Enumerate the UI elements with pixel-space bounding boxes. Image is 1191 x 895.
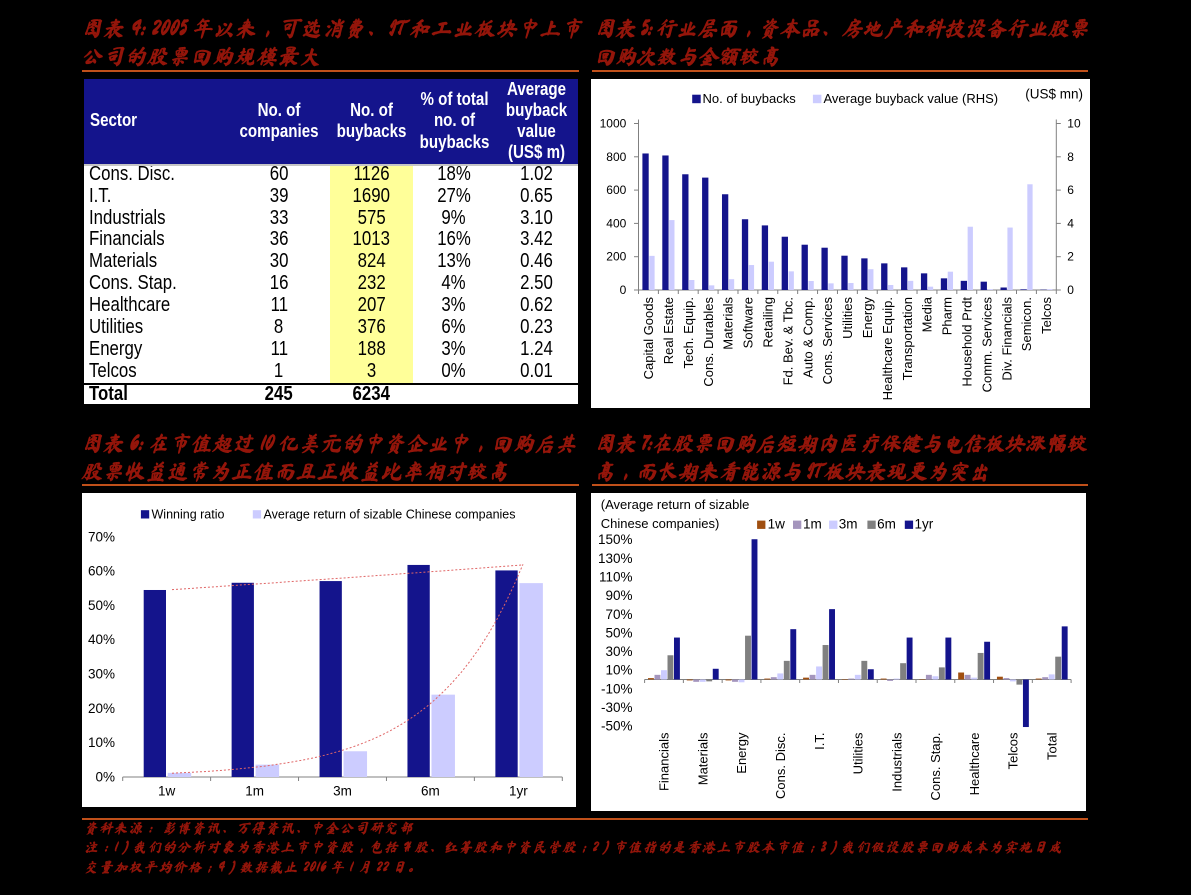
svg-text:4: 4	[1067, 216, 1074, 230]
svg-text:150%: 150%	[598, 532, 633, 547]
svg-text:Average buyback value (RHS): Average buyback value (RHS)	[823, 91, 998, 106]
svg-text:Utilities: Utilities	[850, 732, 865, 774]
svg-text:Healthcare: Healthcare	[967, 732, 982, 795]
svg-text:Transportation: Transportation	[899, 297, 914, 380]
svg-text:30%: 30%	[605, 644, 632, 659]
svg-text:20%: 20%	[88, 700, 115, 715]
svg-text:0%: 0%	[96, 769, 116, 784]
svg-text:Average return of sizable Chin: Average return of sizable Chinese compan…	[264, 507, 516, 521]
svg-text:Total: Total	[1044, 732, 1059, 760]
svg-text:Materials: Materials	[695, 732, 710, 785]
svg-text:6: 6	[1067, 183, 1074, 197]
svg-text:Pharm: Pharm	[939, 297, 954, 335]
svg-text:1000: 1000	[599, 116, 626, 130]
svg-text:10: 10	[1067, 116, 1081, 130]
svg-text:I.T.: I.T.	[811, 732, 826, 749]
svg-text:Media: Media	[919, 296, 934, 332]
svg-text:1w: 1w	[767, 516, 785, 531]
svg-text:1m: 1m	[803, 516, 822, 531]
svg-text:Cons. Durables: Cons. Durables	[701, 296, 716, 386]
svg-text:6m: 6m	[421, 783, 440, 798]
svg-text:Materials: Materials	[720, 296, 735, 349]
svg-text:50%: 50%	[88, 597, 115, 612]
svg-text:-30%: -30%	[601, 700, 633, 715]
svg-text:Tech. Equip.: Tech. Equip.	[681, 297, 696, 369]
svg-text:Utilities: Utilities	[840, 296, 855, 338]
svg-text:Telcos: Telcos	[1039, 296, 1054, 333]
svg-text:130%: 130%	[598, 550, 633, 565]
svg-text:400: 400	[606, 216, 626, 230]
svg-text:Retailing: Retailing	[760, 297, 775, 348]
svg-text:0: 0	[619, 283, 626, 297]
svg-text:Energy: Energy	[734, 732, 749, 774]
svg-text:10%: 10%	[605, 662, 632, 677]
svg-text:1yr: 1yr	[509, 783, 528, 798]
svg-text:90%: 90%	[605, 588, 632, 603]
svg-text:Telcos: Telcos	[1005, 732, 1020, 769]
svg-text:Real Estate: Real Estate	[661, 297, 676, 364]
svg-text:Div. Financials: Div. Financials	[999, 296, 1014, 380]
svg-text:Cons. Services: Cons. Services	[820, 296, 835, 384]
svg-text:8: 8	[1067, 149, 1074, 163]
svg-text:Winning ratio: Winning ratio	[152, 507, 225, 521]
svg-text:3m: 3m	[838, 516, 857, 531]
svg-text:Cons. Stap.: Cons. Stap.	[928, 732, 943, 800]
svg-text:(Average return of sizable: (Average return of sizable	[600, 496, 749, 511]
svg-text:600: 600	[606, 183, 626, 197]
svg-text:0: 0	[1067, 283, 1074, 297]
svg-text:Software: Software	[740, 297, 755, 348]
svg-text:Semicon.: Semicon.	[1019, 297, 1034, 351]
svg-text:3m: 3m	[333, 783, 352, 798]
svg-text:40%: 40%	[88, 632, 115, 647]
svg-text:Financials: Financials	[656, 732, 671, 791]
svg-text:1yr: 1yr	[914, 516, 933, 531]
svg-text:10%: 10%	[88, 735, 115, 750]
svg-text:60%: 60%	[88, 563, 115, 578]
svg-text:30%: 30%	[88, 666, 115, 681]
svg-text:70%: 70%	[88, 529, 115, 544]
svg-text:Fd. Bev. & Tbc.: Fd. Bev. & Tbc.	[780, 297, 795, 385]
svg-text:Healthcare Equip.: Healthcare Equip.	[880, 297, 895, 400]
svg-text:Energy: Energy	[860, 296, 875, 338]
svg-text:110%: 110%	[599, 569, 633, 584]
svg-text:2: 2	[1067, 249, 1074, 263]
svg-text:1m: 1m	[245, 783, 264, 798]
svg-text:50%: 50%	[605, 625, 632, 640]
svg-text:Comm. Services: Comm. Services	[979, 296, 994, 392]
svg-text:-10%: -10%	[601, 681, 633, 696]
svg-text:Cons. Disc.: Cons. Disc.	[773, 732, 788, 798]
svg-text:70%: 70%	[605, 606, 632, 621]
svg-text:Industrials: Industrials	[889, 732, 904, 792]
svg-text:Chinese companies): Chinese companies)	[600, 516, 719, 531]
svg-text:1w: 1w	[158, 783, 176, 798]
svg-text:Capital Goods: Capital Goods	[641, 296, 656, 379]
svg-text:200: 200	[606, 249, 626, 263]
svg-text:(US$ mn): (US$ mn)	[1025, 86, 1083, 101]
svg-text:6m: 6m	[877, 516, 896, 531]
svg-text:800: 800	[606, 149, 626, 163]
svg-text:No. of buybacks: No. of buybacks	[702, 91, 796, 106]
svg-text:Household Prdt: Household Prdt	[959, 296, 974, 386]
svg-text:Auto & Comp.: Auto & Comp.	[800, 297, 815, 378]
svg-text:-50%: -50%	[601, 718, 633, 733]
